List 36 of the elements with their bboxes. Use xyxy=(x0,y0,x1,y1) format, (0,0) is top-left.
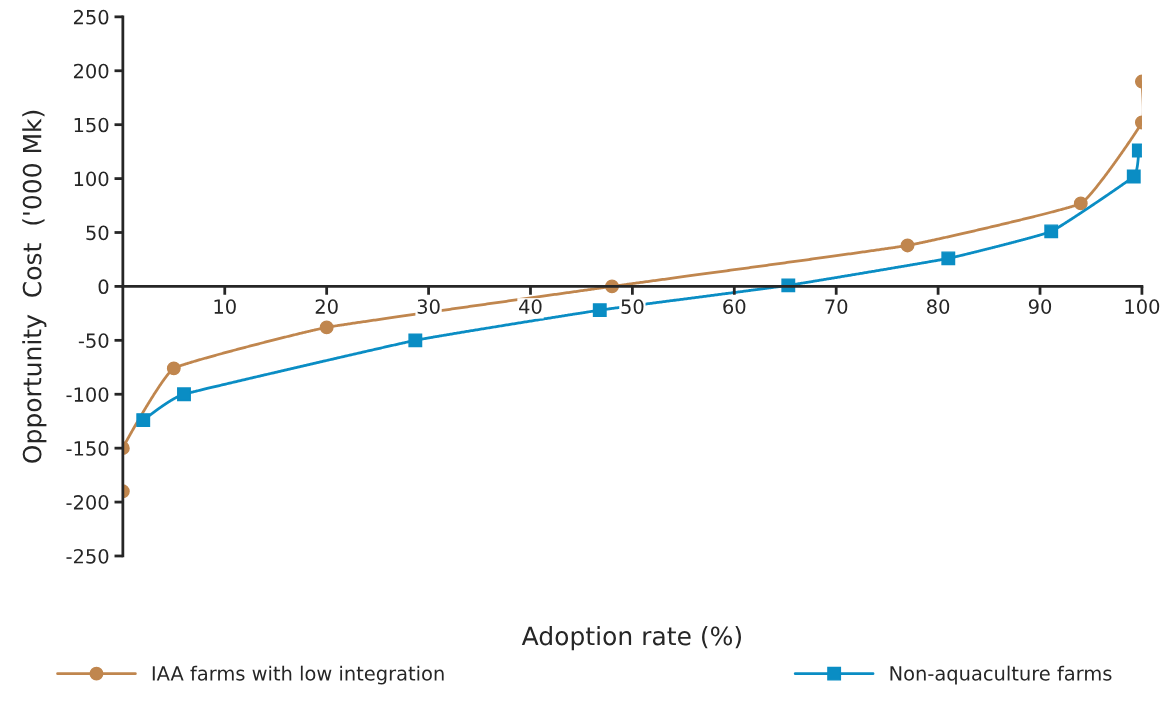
x-tick-label: 70 xyxy=(825,299,848,314)
point xyxy=(177,387,191,402)
point xyxy=(136,413,151,428)
x-tick-label: 20 xyxy=(315,299,338,314)
point xyxy=(1044,224,1059,239)
y-tick-label: 0 xyxy=(98,279,109,295)
x-tick-label: 10 xyxy=(214,299,236,314)
y-tick-label: 250 xyxy=(73,9,109,25)
y-tick-label: -50 xyxy=(78,333,109,348)
point xyxy=(941,251,956,266)
point xyxy=(592,303,607,318)
x-tick-label: 100 xyxy=(1125,299,1160,314)
x-tick-label: 30 xyxy=(417,299,440,314)
legend-label: Non-aquaculture farms xyxy=(890,665,1112,685)
y-tick-label: -200 xyxy=(66,495,109,510)
y-tick-label: 100 xyxy=(74,171,109,187)
point xyxy=(408,333,423,348)
y-axis-title: Opportunity Cost ('000 Mk) xyxy=(22,110,47,463)
x-tick-label: 60 xyxy=(723,299,746,314)
x-tick-label: 80 xyxy=(927,299,950,314)
y-tick-label: -150 xyxy=(66,441,109,456)
point xyxy=(900,238,915,253)
y-tick-label: 200 xyxy=(73,63,109,79)
point xyxy=(1073,196,1088,211)
y-tick-label: -250 xyxy=(66,548,109,564)
y-tick-label: 50 xyxy=(86,225,109,241)
x-tick-label: 40 xyxy=(519,299,542,314)
x-tick-label: 90 xyxy=(1028,299,1052,314)
y-tick-label: 150 xyxy=(74,117,109,133)
point xyxy=(1126,169,1141,184)
y-tick-label: -100 xyxy=(66,387,109,402)
point xyxy=(319,320,334,335)
legend-label: IAA farms with low integration xyxy=(152,665,444,685)
x-tick-label: 50 xyxy=(621,299,644,314)
x-axis-title: Adoption rate (%) xyxy=(521,626,741,651)
point xyxy=(166,361,181,376)
